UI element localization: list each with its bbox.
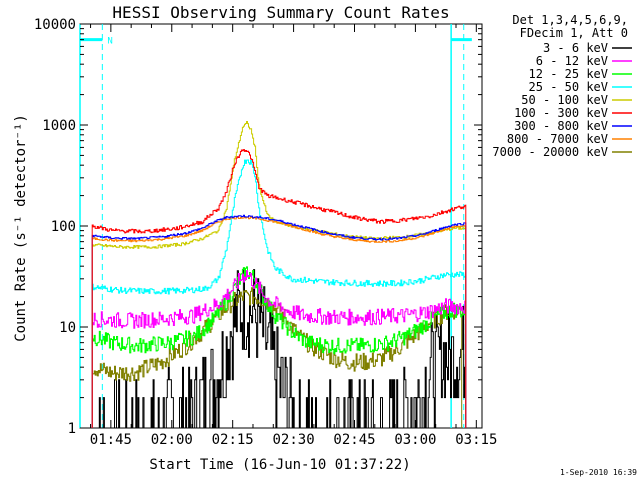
series-line xyxy=(91,159,467,428)
legend-entry-label: 100 - 300 keV xyxy=(514,106,608,120)
series-line xyxy=(91,121,467,428)
y-tick-label: 10000 xyxy=(34,17,76,33)
series-line xyxy=(92,267,467,429)
x-tick-label: 02:45 xyxy=(333,432,375,448)
series-line xyxy=(91,287,463,428)
legend-entry-label: 25 - 50 keV xyxy=(529,80,608,94)
y-axis-label: Count Rate (s⁻¹ detector⁻¹) xyxy=(13,114,29,342)
legend-header-line: Det 1,3,4,5,6,9, xyxy=(512,13,628,27)
legend-entry-label: 300 - 800 keV xyxy=(514,119,608,133)
legend-entry-label: 7000 - 20000 keV xyxy=(492,145,608,159)
legend-entry-label: 3 - 6 keV xyxy=(543,41,608,55)
legend-entry-label: 12 - 25 keV xyxy=(529,67,608,81)
series-line xyxy=(91,149,467,428)
chart-title: HESSI Observing Summary Count Rates xyxy=(112,3,449,22)
x-axis-label: Start Time (16-Jun-10 01:37:22) xyxy=(149,457,410,473)
timestamp-footer: 1-Sep-2010 16:39 xyxy=(560,468,637,477)
legend-header-line: FDecim 1, Att 0 xyxy=(520,26,628,40)
series-line xyxy=(91,266,467,428)
series-line xyxy=(91,270,467,428)
x-tick-label: 02:30 xyxy=(273,432,315,448)
x-tick-label: 03:15 xyxy=(455,432,497,448)
series-line xyxy=(91,214,467,428)
y-tick-label: 1000 xyxy=(42,118,76,134)
x-tick-label: 02:15 xyxy=(212,432,254,448)
series-line xyxy=(91,216,467,428)
legend-entry-label: 800 - 7000 keV xyxy=(507,132,608,146)
y-tick-label: 100 xyxy=(51,219,76,235)
legend: Det 1,3,4,5,6,9,FDecim 1, Att 03 - 6 keV… xyxy=(492,13,632,159)
series-lines xyxy=(91,121,467,429)
legend-entry-label: 50 - 100 keV xyxy=(521,93,608,107)
legend-entry-label: 6 - 12 keV xyxy=(536,54,608,68)
axis-ticks: 1 10 100 1000 10000 01:45 02:00 02:15 02:30 02:45… xyxy=(34,17,498,448)
y-tick-label: 10 xyxy=(59,320,76,336)
night-marker-label: N xyxy=(107,37,112,47)
x-tick-label: 01:45 xyxy=(90,432,132,448)
x-tick-label: 03:00 xyxy=(394,432,436,448)
y-tick-label: 1 xyxy=(68,421,76,437)
x-tick-label: 02:00 xyxy=(151,432,193,448)
